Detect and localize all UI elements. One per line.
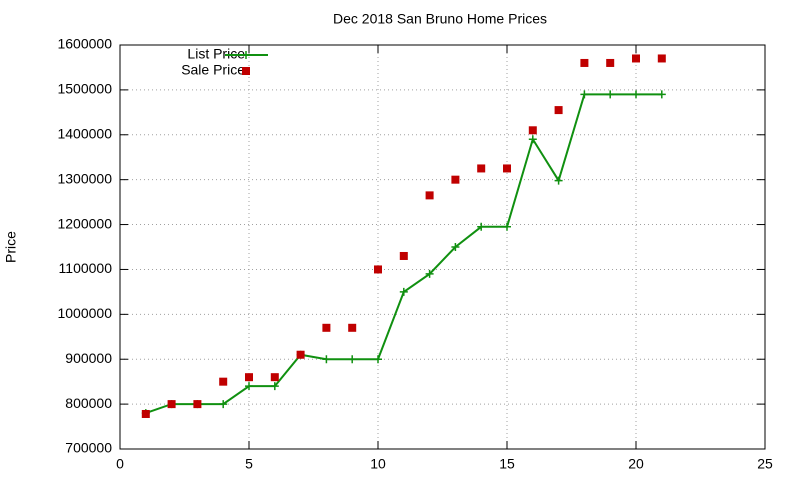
point: [425, 269, 434, 278]
x-tick-label: 0: [116, 456, 124, 472]
point: [606, 90, 615, 99]
legend-label: List Price: [187, 46, 245, 62]
y-tick-label: 1000000: [57, 305, 112, 321]
point: [632, 54, 640, 63]
point: [399, 287, 408, 296]
y-tick-label: 700000: [65, 440, 112, 456]
legend-label: Sale Price: [181, 62, 245, 78]
point: [657, 90, 666, 99]
x-tick-label: 5: [245, 456, 253, 472]
y-tick-label: 1500000: [57, 81, 112, 97]
point: [374, 265, 382, 274]
y-tick-label: 800000: [65, 395, 112, 411]
y-tick-label: 1200000: [57, 215, 112, 231]
y-axis-label: Price: [3, 231, 19, 263]
point: [606, 58, 615, 67]
point: [245, 382, 253, 391]
point: [348, 323, 357, 332]
y-tick-label: 1600000: [57, 36, 112, 52]
point: [477, 222, 486, 231]
point: [219, 377, 228, 386]
point: [580, 90, 589, 99]
x-tick-label: 10: [370, 456, 386, 472]
point: [528, 126, 537, 135]
point: [425, 191, 434, 200]
point: [296, 350, 305, 359]
point: [528, 135, 537, 144]
point: [348, 355, 357, 364]
chart-title: Dec 2018 San Bruno Home Prices: [333, 11, 547, 27]
point: [477, 164, 486, 173]
point: [322, 355, 331, 364]
x-tick-label: 15: [499, 456, 515, 472]
point: [270, 373, 279, 382]
y-tick-label: 1400000: [57, 125, 112, 141]
point: [374, 355, 382, 364]
point: [219, 400, 228, 409]
point: [141, 409, 150, 418]
x-tick-label: 25: [757, 456, 773, 472]
point: [554, 106, 563, 115]
point: [451, 243, 460, 251]
legend-swatch: [242, 51, 250, 59]
y-tick-label: 1300000: [57, 170, 112, 186]
point: [399, 251, 408, 260]
y-tick-label: 1100000: [59, 260, 113, 276]
y-tick-label: 900000: [65, 350, 112, 366]
x-tick-label: 20: [628, 456, 644, 472]
point: [270, 382, 279, 391]
point: [245, 373, 253, 382]
point: [503, 222, 511, 231]
point: [322, 323, 331, 332]
point: [632, 90, 640, 99]
legend-swatch: [242, 67, 250, 75]
plot-frame: [119, 44, 766, 450]
point: [554, 176, 563, 185]
point: [580, 58, 589, 67]
point: [167, 400, 176, 409]
point: [503, 164, 511, 173]
point: [451, 175, 460, 184]
point: [657, 54, 666, 63]
point: [193, 400, 202, 409]
